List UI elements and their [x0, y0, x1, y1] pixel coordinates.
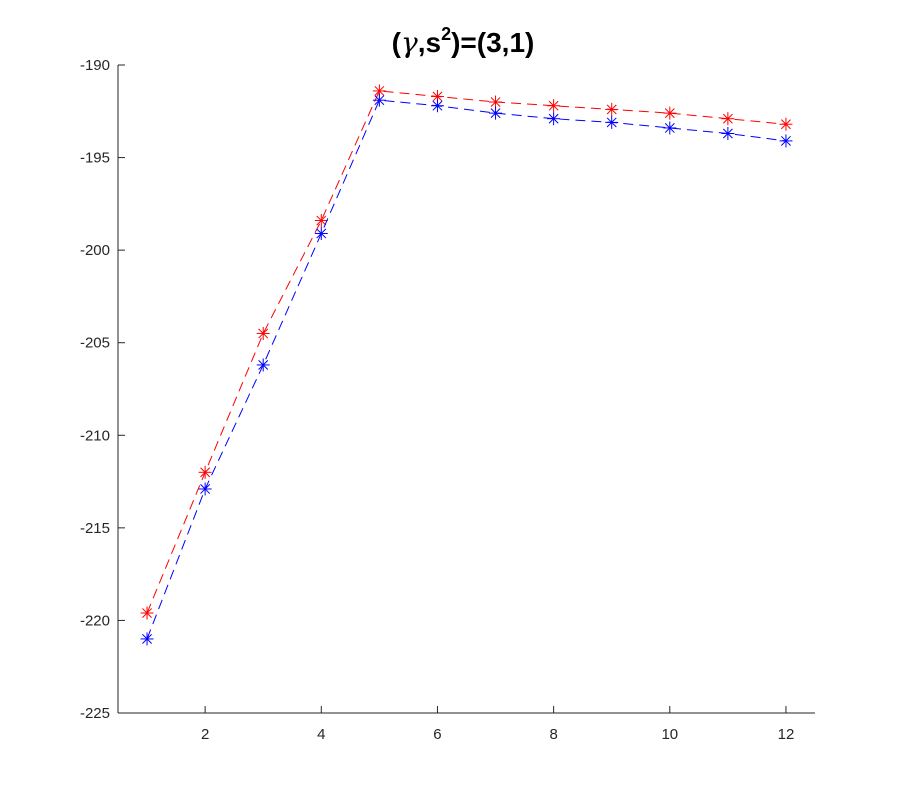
- title-mid: ,s: [418, 27, 441, 58]
- y-tick-label: -195: [80, 150, 110, 167]
- y-tick-label: -220: [80, 612, 110, 629]
- x-tick-label: 4: [317, 726, 325, 743]
- data-point-marker: [198, 465, 212, 479]
- y-tick-label: -215: [80, 520, 110, 537]
- data-point-marker: [489, 106, 503, 120]
- y-tick-label: -225: [80, 705, 110, 722]
- y-tick-label: -210: [80, 427, 110, 444]
- data-point-marker: [489, 95, 503, 109]
- x-tick-label: 8: [549, 726, 557, 743]
- data-point-marker: [372, 93, 386, 107]
- data-point-marker: [779, 117, 793, 131]
- data-point-marker: [140, 632, 154, 646]
- x-tick-label: 12: [778, 726, 795, 743]
- y-tick-label: -190: [80, 57, 110, 74]
- data-point-marker: [430, 99, 444, 113]
- title-superscript: 2: [441, 24, 451, 44]
- x-tick-label: 2: [201, 726, 209, 743]
- data-point-marker: [314, 214, 328, 228]
- series-2: [140, 93, 793, 646]
- x-tick-label: 6: [433, 726, 441, 743]
- title-suffix: )=(3,1): [451, 27, 534, 58]
- series-1: [140, 84, 793, 620]
- data-point-marker: [140, 606, 154, 620]
- data-point-marker: [779, 134, 793, 148]
- data-point-marker: [314, 226, 328, 240]
- y-tick-label: -200: [80, 242, 110, 259]
- chart-title: (γ,s2)=(3,1): [392, 24, 535, 59]
- data-point-marker: [663, 106, 677, 120]
- data-point-marker: [547, 112, 561, 126]
- series-line: [146, 90, 787, 614]
- data-point-marker: [256, 358, 270, 372]
- series-line: [146, 99, 787, 640]
- data-point-marker: [430, 89, 444, 103]
- data-point-marker: [372, 84, 386, 98]
- data-point-marker: [256, 326, 270, 340]
- data-point-marker: [198, 482, 212, 496]
- axes: -190 -195 -200 -205 -210 -215 -220 -225 2 4 6 8 10 12: [80, 57, 815, 743]
- x-tick-label: 10: [661, 726, 678, 743]
- data-point-marker: [663, 121, 677, 135]
- data-point-marker: [721, 127, 735, 141]
- title-gamma-symbol: γ: [401, 26, 418, 59]
- data-point-marker: [547, 99, 561, 113]
- y-tick-label: -205: [80, 335, 110, 352]
- title-prefix: (: [392, 27, 402, 58]
- data-point-marker: [721, 112, 735, 126]
- data-point-marker: [605, 115, 619, 129]
- series-layer: [140, 84, 793, 646]
- data-point-marker: [605, 102, 619, 116]
